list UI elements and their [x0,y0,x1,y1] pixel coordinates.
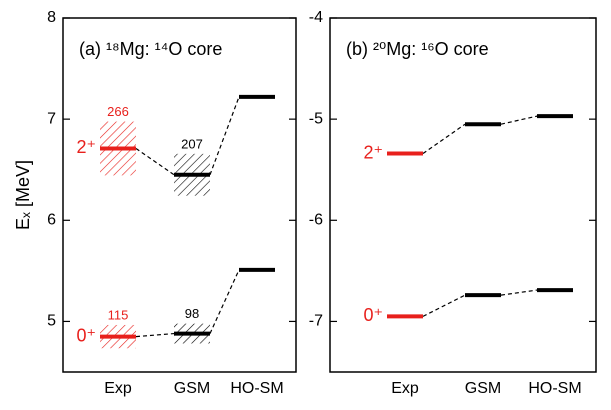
x-tick-label: GSM [465,380,501,397]
connector [422,294,466,317]
connector [209,96,240,175]
plot-frame [62,17,297,373]
x-tick-label: HO-SM [528,380,581,397]
x-tick-label: Exp [391,380,419,397]
connector [135,147,175,176]
y-tick-label: 6 [47,212,56,229]
connector [500,115,538,125]
width-label: 115 [108,307,129,322]
level-label: 0⁺ [76,325,96,345]
connector [422,123,466,155]
x-tick-label: Exp [104,380,132,397]
y-tick-label: -7 [309,313,323,330]
y-tick-label: -5 [309,110,323,127]
y-tick-label: -6 [309,212,323,229]
connector [500,289,538,296]
width-label: 98 [185,306,199,321]
panel-title: (b) ²⁰Mg: ¹⁶O core [346,39,489,59]
width-label: 266 [107,104,129,119]
level-label: 2⁺ [363,142,383,162]
connector [209,269,240,334]
x-tick-label: GSM [174,380,210,397]
level-label: 0⁺ [363,305,383,325]
level-label: 2⁺ [76,137,96,157]
panel-title: (a) ¹⁸Mg: ¹⁴O core [79,39,222,59]
y-axis-label: Eₓ [MeV] [13,160,33,230]
y-tick-label: -4 [309,9,323,26]
x-tick-label: HO-SM [230,380,283,397]
width-label: 207 [181,136,203,151]
y-tick-label: 5 [47,313,56,330]
y-tick-label: 8 [47,9,56,26]
y-tick-label: 7 [47,110,56,127]
connector [135,332,175,338]
plot-frame [329,17,597,373]
